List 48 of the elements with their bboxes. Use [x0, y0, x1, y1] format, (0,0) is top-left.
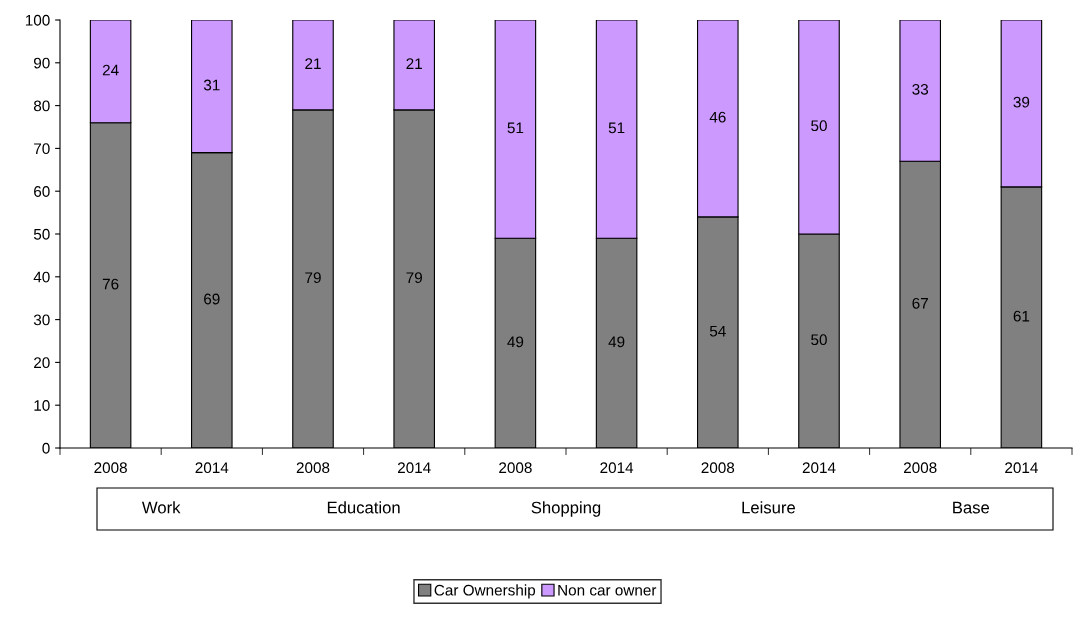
- x-tick-label: 2008: [499, 462, 532, 474]
- data-label: 46: [709, 111, 726, 123]
- y-tick-label: 80: [33, 100, 50, 112]
- text: Shopping: [531, 501, 601, 517]
- data-label: 21: [305, 58, 321, 69]
- x-tick-label: 2014: [600, 462, 634, 474]
- text: Education: [327, 501, 400, 514]
- data-label: 54: [709, 325, 726, 337]
- x-tick-label: 2014: [397, 462, 431, 474]
- data-label: 51: [507, 122, 524, 134]
- y-tick-label: 40: [33, 271, 50, 283]
- data-label: 51: [608, 122, 625, 134]
- y-tick-label: 30: [33, 314, 50, 326]
- data-label: 61: [1013, 310, 1030, 322]
- y-tick-label: 90: [34, 57, 50, 69]
- data-label: 79: [305, 272, 321, 284]
- x-tick-label: 2014: [195, 462, 229, 474]
- text: Base: [953, 501, 990, 514]
- y-tick-label: 0: [42, 442, 50, 454]
- data-label: 69: [204, 293, 220, 305]
- data-label: 76: [102, 278, 119, 290]
- x-tick-label: 2014: [802, 462, 836, 474]
- y-tick-label: 100: [25, 14, 50, 26]
- data-label: 50: [811, 120, 827, 132]
- x-tick-label: 2014: [1005, 462, 1038, 474]
- y-tick-label: 20: [34, 357, 50, 369]
- data-label: 31: [203, 79, 220, 91]
- data-label: 39: [1013, 96, 1030, 108]
- legend-label: Car Ownership: [434, 584, 536, 599]
- x-tick-label: 2008: [94, 462, 127, 474]
- y-tick-label: 60: [34, 186, 50, 197]
- data-label: 50: [811, 334, 827, 346]
- y-tick-label: 70: [34, 143, 50, 155]
- text: Leisure: [742, 501, 795, 514]
- y-tick-label: 50: [33, 228, 50, 240]
- data-label: 24: [102, 64, 119, 76]
- data-label: 49: [608, 336, 625, 348]
- data-label: 79: [406, 272, 422, 284]
- x-tick-label: 2008: [296, 462, 330, 474]
- data-label: 49: [507, 336, 524, 348]
- x-tick-label: 2008: [903, 462, 937, 474]
- data-label: 21: [406, 58, 422, 69]
- x-tick-label: 2008: [701, 462, 735, 474]
- legend-label: Non car owner: [558, 584, 657, 596]
- data-label: 67: [912, 297, 928, 309]
- data-label: 33: [912, 83, 929, 95]
- y-tick-label: 10: [34, 400, 50, 411]
- text: Work: [141, 501, 181, 514]
